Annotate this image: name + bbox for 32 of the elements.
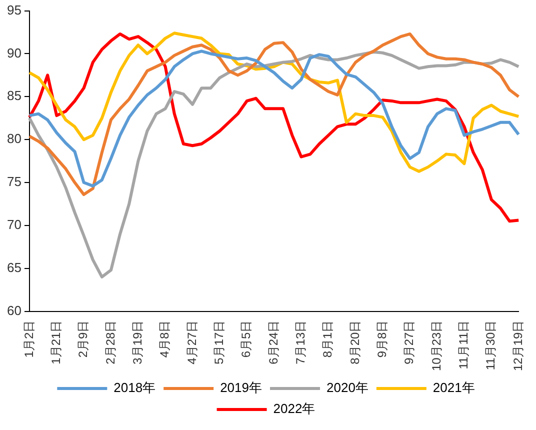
- x-tick-label: 6月24日: [266, 320, 280, 364]
- legend-label: 2018年: [114, 380, 156, 396]
- y-tick-label: 60: [6, 302, 22, 318]
- x-tick-label: 3月19日: [130, 320, 144, 364]
- y-tick-label: 75: [6, 174, 22, 190]
- legend-label: 2022年: [273, 401, 316, 416]
- x-tick-label: 2月9日: [76, 320, 90, 358]
- x-tick-label: 2月28日: [103, 320, 118, 364]
- x-tick-label: 1月21日: [48, 320, 63, 364]
- legend-label: 2020年: [326, 380, 368, 396]
- x-tick-label: 7月13日: [294, 320, 308, 364]
- x-tick-label: 5月17日: [212, 320, 226, 364]
- x-tick-label: 9月27日: [402, 320, 416, 364]
- x-tick-label: 9月8日: [375, 320, 390, 358]
- x-tick-label: 8月20日: [348, 320, 362, 364]
- x-tick-label: 10月23日: [429, 320, 444, 372]
- y-tick-label: 65: [6, 260, 22, 275]
- x-tick-label: 12月19日: [510, 320, 525, 372]
- x-tick-label: 4月8日: [158, 320, 172, 358]
- y-tick-label: 70: [6, 217, 22, 232]
- legend-label: 2019年: [220, 380, 262, 396]
- y-tick-label: 85: [6, 88, 22, 104]
- x-tick-label: 4月27日: [184, 320, 199, 364]
- x-tick-label: 1月2日: [22, 320, 36, 358]
- y-tick-label: 80: [6, 131, 22, 146]
- x-tick-label: 6月5日: [239, 320, 254, 358]
- legend-label: 2021年: [432, 380, 475, 396]
- y-tick-label: 95: [6, 2, 22, 18]
- x-tick-label: 11月30日: [484, 320, 498, 370]
- y-tick-label: 90: [6, 45, 22, 60]
- x-tick-label: 8月1日: [320, 320, 335, 358]
- x-tick-label: 11月11日: [456, 320, 471, 370]
